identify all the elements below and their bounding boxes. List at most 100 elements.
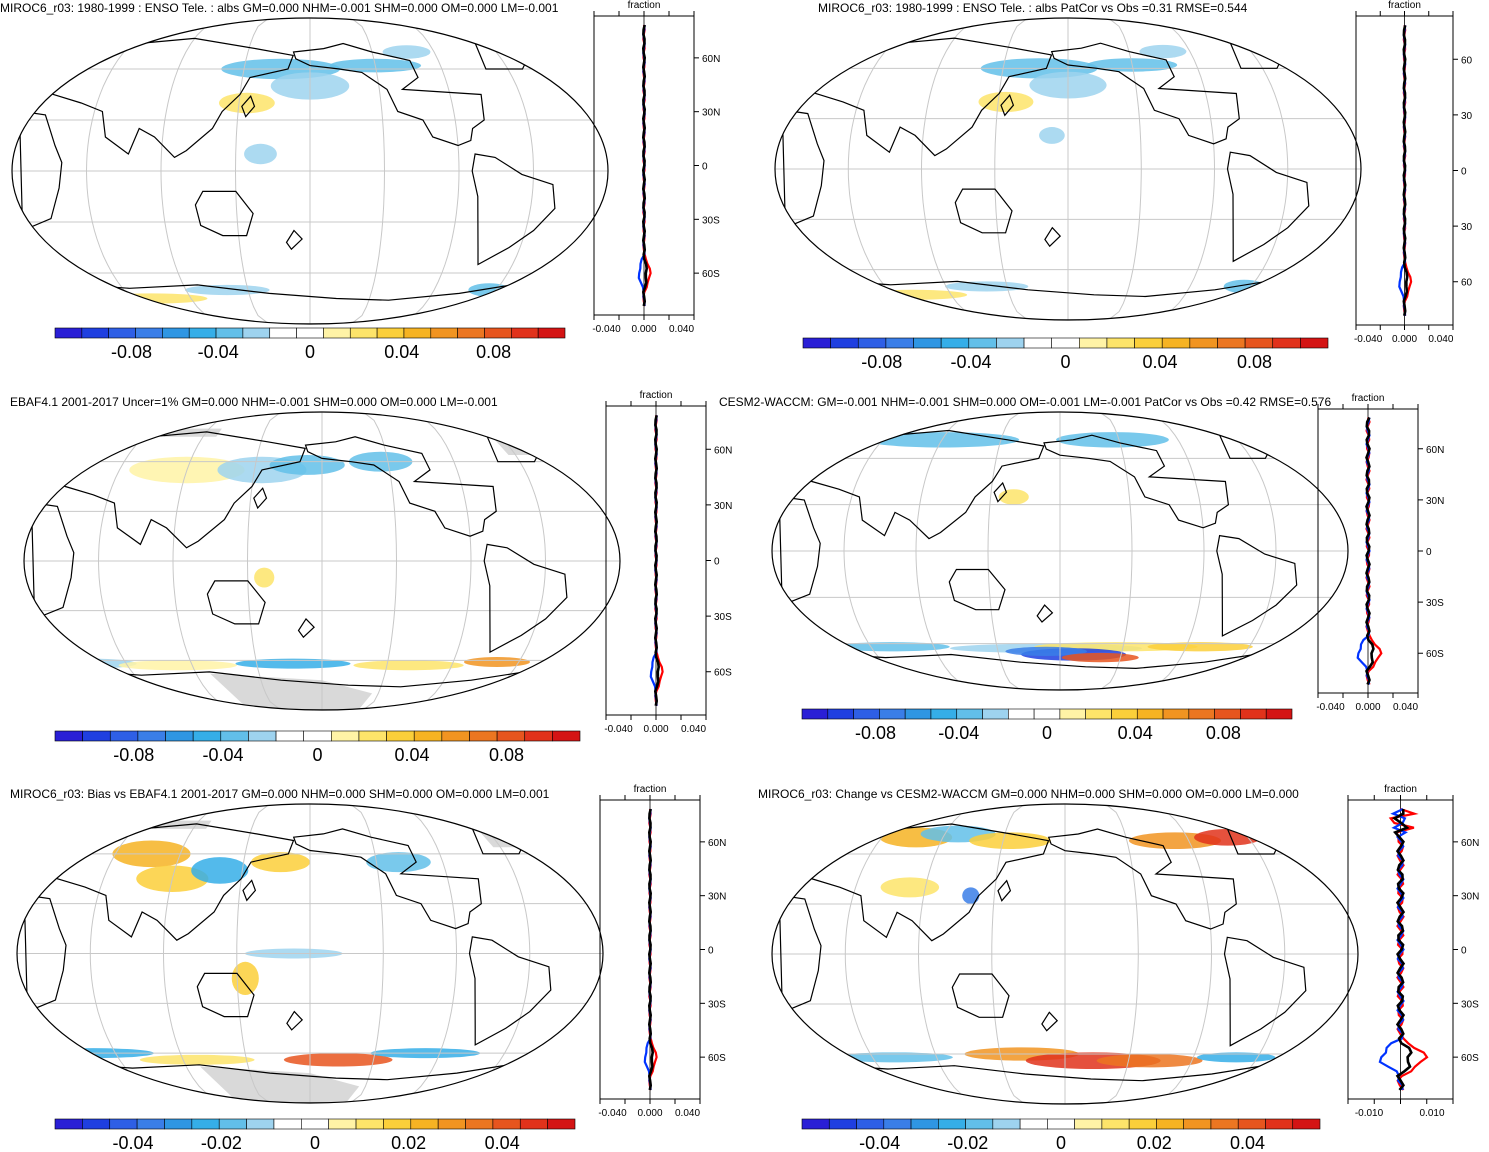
coastline-nz <box>1044 226 1062 248</box>
zonal-xtick-label: 0.040 <box>681 724 706 735</box>
zonal-ytick-label: 0 <box>1461 946 1467 957</box>
panel-title: CESM2-WACCM: GM=-0.001 NHM=-0.001 SHM=0.… <box>719 395 1332 409</box>
zonal-xtick-label: 0.040 <box>1393 702 1418 713</box>
longitude-gridline <box>246 412 282 710</box>
colorbar-swatch <box>913 337 942 349</box>
coastline-southamerica <box>468 936 552 1046</box>
colorbar-swatch <box>910 1118 939 1130</box>
colorbar-label: 0.08 <box>1237 352 1272 372</box>
colorbar-label: -0.08 <box>855 723 896 743</box>
map-border <box>16 803 604 1104</box>
colorbar-swatch <box>1189 337 1218 349</box>
colorbar-swatch <box>413 730 443 742</box>
colorbar: -0.08 -0.04 0 0.04 0.08 <box>54 327 566 362</box>
colorbar-swatch <box>54 1118 83 1130</box>
colorbar-label: 0 <box>312 745 322 765</box>
colorbar-swatch <box>1047 1118 1075 1130</box>
longitude-gridline <box>350 18 386 324</box>
anomaly-region <box>978 91 1034 112</box>
colorbar-swatch <box>904 708 932 720</box>
coastline-africa <box>778 496 821 606</box>
colorbar-label: 0.04 <box>1142 352 1177 372</box>
colorbar-swatch <box>1156 1118 1184 1130</box>
colorbar-swatch <box>857 337 887 349</box>
colorbar-swatch <box>323 327 351 339</box>
colorbar-swatch <box>1136 708 1164 720</box>
coastline-nz <box>1036 604 1054 623</box>
colorbar-label: -0.08 <box>113 745 154 765</box>
zonal-ytick-label: 30 <box>1461 111 1473 122</box>
map-border <box>23 411 621 711</box>
colorbar-swatch <box>273 1118 302 1130</box>
colorbar-swatch <box>328 1118 357 1130</box>
colorbar-swatch <box>1300 337 1329 349</box>
zonal-ytick-label: 30N <box>708 892 726 903</box>
colorbar-swatch <box>1214 708 1241 720</box>
anomaly-region <box>1194 829 1262 846</box>
colorbar-swatch <box>1183 1118 1212 1130</box>
zonal-ytick-label: 0 <box>702 162 708 173</box>
zonal-ytick-label: 0 <box>1461 167 1467 178</box>
zonal-profile-line <box>1378 808 1408 1091</box>
colorbar-swatch <box>519 1118 548 1130</box>
zonal-ytick-label: 60S <box>714 668 732 679</box>
colorbar-swatch <box>1162 708 1190 720</box>
coastline-africa <box>781 109 825 229</box>
coastline-eurasia <box>793 823 1050 942</box>
coastline-antarctica <box>66 669 578 710</box>
longitude-gridline <box>1099 412 1133 690</box>
colorbar-label: 0.08 <box>489 745 524 765</box>
longitude-gridline <box>991 804 1026 1104</box>
colorbar-swatch <box>1111 708 1138 720</box>
zonal-ytick-label: 60S <box>1461 1053 1479 1064</box>
zonal-ytick-label: 60S <box>708 1053 726 1064</box>
anomaly-region <box>468 283 511 297</box>
longitude-gridline <box>391 18 460 324</box>
zonal-ytick-label: 30 <box>1461 222 1473 233</box>
colorbar-swatch <box>996 337 1025 349</box>
colorbar-swatch <box>1134 337 1163 349</box>
colorbar-label: -0.04 <box>950 352 991 372</box>
anomaly-region <box>834 1052 953 1063</box>
longitude-gridline <box>97 412 200 710</box>
coastline-southamerica <box>1216 534 1298 637</box>
zonal-xtick-label: 0.040 <box>675 1108 700 1119</box>
zonal-mean-plot: fraction -0.010 0.010 60N 30N 0 30S 60S <box>1347 784 1479 1119</box>
colorbar-swatch <box>1106 337 1135 349</box>
map-border <box>771 803 1359 1105</box>
colorbar-swatch <box>355 1118 384 1130</box>
coastline-eurasia <box>796 37 1053 157</box>
coastline-nz <box>1041 1011 1059 1032</box>
colorbar-swatch <box>1188 708 1215 720</box>
anomaly-region <box>38 1054 103 1065</box>
colorbar-swatch <box>968 337 997 349</box>
anomaly-region <box>1096 1054 1203 1068</box>
coastline-australia <box>206 580 266 625</box>
longitude-gridline <box>160 18 229 324</box>
colorbar: -0.04 -0.02 0 0.02 0.04 <box>54 1118 576 1152</box>
zonal-title: fraction <box>640 390 673 401</box>
colorbar-swatch <box>885 337 914 349</box>
longitude-gridline <box>843 412 942 690</box>
zonal-profile-line <box>1391 808 1413 1091</box>
colorbar-swatch <box>188 327 217 339</box>
colorbar-swatch <box>1074 1118 1103 1130</box>
anomaly-region <box>1056 432 1169 448</box>
coastline-nz <box>297 617 315 639</box>
coastline-japan <box>242 879 257 902</box>
colorbar-swatch <box>938 1118 966 1130</box>
longitude-gridline <box>915 412 981 690</box>
zonal-ytick-label: 60N <box>1426 445 1444 456</box>
coastline-antarctica <box>58 1062 562 1103</box>
colorbar-label: 0 <box>1060 352 1070 372</box>
coastline-japan <box>1000 94 1015 117</box>
coastline-japan <box>993 481 1008 503</box>
colorbar-swatch <box>537 327 566 339</box>
colorbar-swatch <box>242 327 271 339</box>
colorbar-swatch <box>410 1118 439 1130</box>
zonal-xtick-label: -0.040 <box>1316 702 1345 713</box>
panel-title: MIROC6_r03: 1980-1999 : ENSO Tele. : alb… <box>0 1 559 15</box>
anomaly-region <box>191 857 249 884</box>
zonal-xtick-label: 0.000 <box>643 724 668 735</box>
zonal-xtick-label: 0.040 <box>1428 334 1453 345</box>
